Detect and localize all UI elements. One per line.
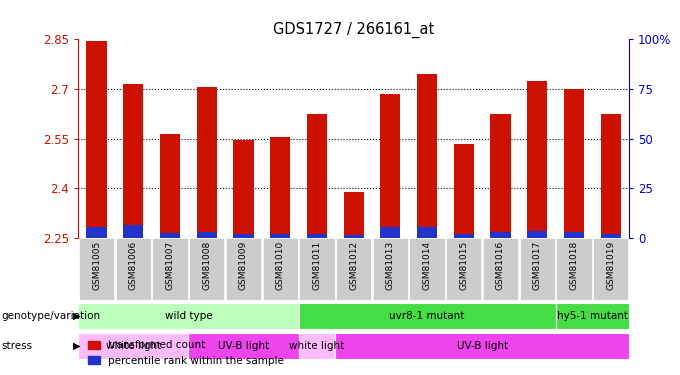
Text: hy5-1 mutant: hy5-1 mutant: [557, 311, 628, 321]
FancyBboxPatch shape: [335, 333, 629, 358]
Text: GSM81012: GSM81012: [349, 241, 358, 290]
Bar: [233, 140, 254, 238]
Legend: transformed count, percentile rank within the sample: transformed count, percentile rank withi…: [84, 336, 288, 370]
Text: GSM81007: GSM81007: [165, 241, 175, 291]
Bar: [600, 234, 621, 238]
FancyBboxPatch shape: [373, 238, 408, 300]
Bar: [123, 225, 143, 238]
Bar: [454, 234, 474, 238]
Bar: [160, 233, 180, 238]
FancyBboxPatch shape: [336, 238, 371, 300]
Text: UV-B light: UV-B light: [456, 341, 508, 351]
Bar: [197, 232, 217, 238]
Text: GSM81016: GSM81016: [496, 241, 505, 291]
FancyBboxPatch shape: [299, 303, 556, 328]
FancyBboxPatch shape: [556, 303, 629, 328]
Text: GSM81009: GSM81009: [239, 241, 248, 291]
Text: wild type: wild type: [165, 311, 212, 321]
FancyBboxPatch shape: [483, 238, 518, 300]
FancyBboxPatch shape: [446, 238, 481, 300]
Bar: [564, 89, 584, 238]
Text: GSM81018: GSM81018: [569, 241, 579, 291]
Text: uvr8-1 mutant: uvr8-1 mutant: [390, 311, 464, 321]
FancyBboxPatch shape: [299, 333, 335, 358]
Bar: [490, 114, 511, 238]
Text: white light: white light: [105, 341, 161, 351]
Text: GSM81006: GSM81006: [129, 241, 138, 291]
Bar: [600, 114, 621, 238]
Bar: [160, 134, 180, 238]
Bar: [307, 114, 327, 238]
Bar: [417, 226, 437, 238]
Text: white light: white light: [289, 341, 345, 351]
Text: GSM81013: GSM81013: [386, 241, 395, 291]
Text: GSM81008: GSM81008: [202, 241, 211, 291]
Text: GSM81017: GSM81017: [532, 241, 542, 291]
Text: GSM81011: GSM81011: [312, 241, 322, 291]
Bar: [380, 94, 401, 238]
Bar: [123, 84, 143, 238]
Text: stress: stress: [1, 341, 33, 351]
FancyBboxPatch shape: [299, 238, 335, 300]
Bar: [270, 234, 290, 238]
Bar: [380, 226, 401, 238]
FancyBboxPatch shape: [79, 238, 114, 300]
FancyBboxPatch shape: [188, 333, 299, 358]
FancyBboxPatch shape: [409, 238, 445, 300]
Text: UV-B light: UV-B light: [218, 341, 269, 351]
Text: ▶: ▶: [73, 341, 81, 351]
FancyBboxPatch shape: [189, 238, 224, 300]
Bar: [527, 231, 547, 238]
Bar: [197, 87, 217, 238]
FancyBboxPatch shape: [556, 238, 592, 300]
Bar: [527, 81, 547, 238]
Bar: [86, 41, 107, 238]
Bar: [270, 137, 290, 238]
Bar: [233, 234, 254, 238]
FancyBboxPatch shape: [262, 238, 298, 300]
FancyBboxPatch shape: [520, 238, 555, 300]
FancyBboxPatch shape: [226, 238, 261, 300]
Bar: [343, 192, 364, 238]
Text: GSM81005: GSM81005: [92, 241, 101, 291]
Text: GSM81015: GSM81015: [459, 241, 469, 291]
Bar: [564, 232, 584, 238]
FancyBboxPatch shape: [78, 333, 188, 358]
FancyBboxPatch shape: [116, 238, 151, 300]
Bar: [343, 236, 364, 238]
FancyBboxPatch shape: [152, 238, 188, 300]
Text: GSM81010: GSM81010: [275, 241, 285, 291]
Bar: [454, 144, 474, 238]
Bar: [490, 232, 511, 238]
Text: GSM81014: GSM81014: [422, 241, 432, 290]
FancyBboxPatch shape: [593, 238, 628, 300]
Bar: [307, 234, 327, 238]
Bar: [86, 226, 107, 238]
Text: GSM81019: GSM81019: [606, 241, 615, 291]
Bar: [417, 74, 437, 238]
Title: GDS1727 / 266161_at: GDS1727 / 266161_at: [273, 22, 435, 38]
Text: ▶: ▶: [73, 311, 81, 321]
FancyBboxPatch shape: [78, 303, 299, 328]
Text: genotype/variation: genotype/variation: [1, 311, 101, 321]
